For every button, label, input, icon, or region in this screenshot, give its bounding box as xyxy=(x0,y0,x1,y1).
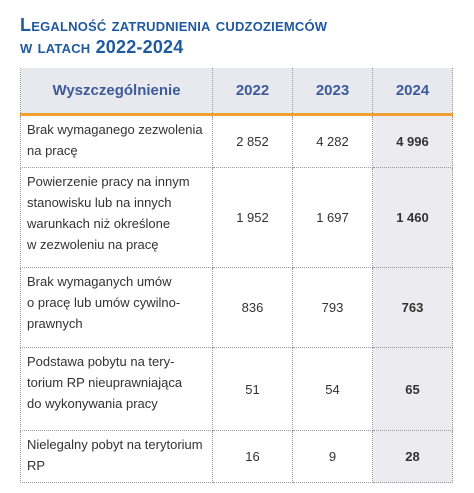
header-cell: 2023 xyxy=(292,68,373,116)
row-label: Brak wymaganego zezwolenia na pracę xyxy=(20,114,213,168)
label-line: torium RP nieuprawniająca xyxy=(27,375,183,390)
table-row: Powierzenie pracy na innym stanowisku lub… xyxy=(20,167,453,268)
value-cell: 1 697 xyxy=(292,167,373,268)
label-line: Brak wymaganych umów xyxy=(27,274,172,289)
label-line: Brak wymaganego zezwolenia xyxy=(27,122,203,137)
value-cell: 9 xyxy=(292,430,373,483)
label-line: prawnych xyxy=(27,316,83,331)
value-cell: 51 xyxy=(212,347,293,431)
label-line: w zezwoleniu na pracę xyxy=(27,237,159,252)
title-line: Legalność zatrudnienia cudzoziemców xyxy=(20,15,328,35)
header-cell: 2022 xyxy=(212,68,293,116)
value-cell: 793 xyxy=(292,267,373,348)
value-cell: 1 460 xyxy=(372,167,453,268)
label-line: Powierzenie pracy na innym xyxy=(27,174,190,189)
row-label: Brak wymaganych umów o pracę lub umów cyw… xyxy=(20,267,213,348)
label-line: do wykonywania pracy xyxy=(27,396,158,411)
value-cell: 65 xyxy=(372,347,453,431)
row-label: Powierzenie pracy na innym stanowisku lub… xyxy=(20,167,213,268)
header-row: Wyszczególnienie 2022 2023 2024 xyxy=(20,68,453,116)
label-line: na pracę xyxy=(27,143,78,158)
value-cell: 836 xyxy=(212,267,293,348)
title: Legalność zatrudnienia cudzoziemców w lat… xyxy=(20,14,327,58)
label-line: warunkach niż określone xyxy=(27,216,171,231)
title-line: w latach 2022-2024 xyxy=(20,37,184,57)
table-row: Brak wymaganych umów o pracę lub umów cyw… xyxy=(20,267,453,348)
header-cell: Wyszczególnienie xyxy=(20,68,213,116)
value-cell: 54 xyxy=(292,347,373,431)
value-cell: 2 852 xyxy=(212,114,293,168)
row-label: Nielegalny pobyt na terytorium RP xyxy=(20,430,213,483)
label-line: stanowisku lub na innych xyxy=(27,195,172,210)
table: Wyszczególnienie 2022 2023 2024 Brak wymaga… xyxy=(20,68,453,483)
value-cell: 1 952 xyxy=(212,167,293,268)
label-line: Nielegalny pobyt na terytorium xyxy=(27,437,203,452)
value-cell: 4 282 xyxy=(292,114,373,168)
label-line: Podstawa pobytu na tery- xyxy=(27,354,175,369)
value-cell: 16 xyxy=(212,430,293,483)
value-cell: 763 xyxy=(372,267,453,348)
row-label: Podstawa pobytu na tery-torium RP nieupr… xyxy=(20,347,213,431)
value-cell: 28 xyxy=(372,430,453,483)
table-body: Brak wymaganego zezwolenia na pracę 2 852 4… xyxy=(20,114,453,483)
label-line: RP xyxy=(27,458,46,473)
value-cell: 4 996 xyxy=(372,114,453,168)
table-row: Podstawa pobytu na tery-torium RP nieupr… xyxy=(20,347,453,431)
table-row: Nielegalny pobyt na terytorium RP 16 9 28 xyxy=(20,430,453,483)
label-line: o pracę lub umów cywilno- xyxy=(27,295,181,310)
header-cell: 2024 xyxy=(372,68,453,116)
table-row: Brak wymaganego zezwolenia na pracę 2 852 4… xyxy=(20,114,453,168)
